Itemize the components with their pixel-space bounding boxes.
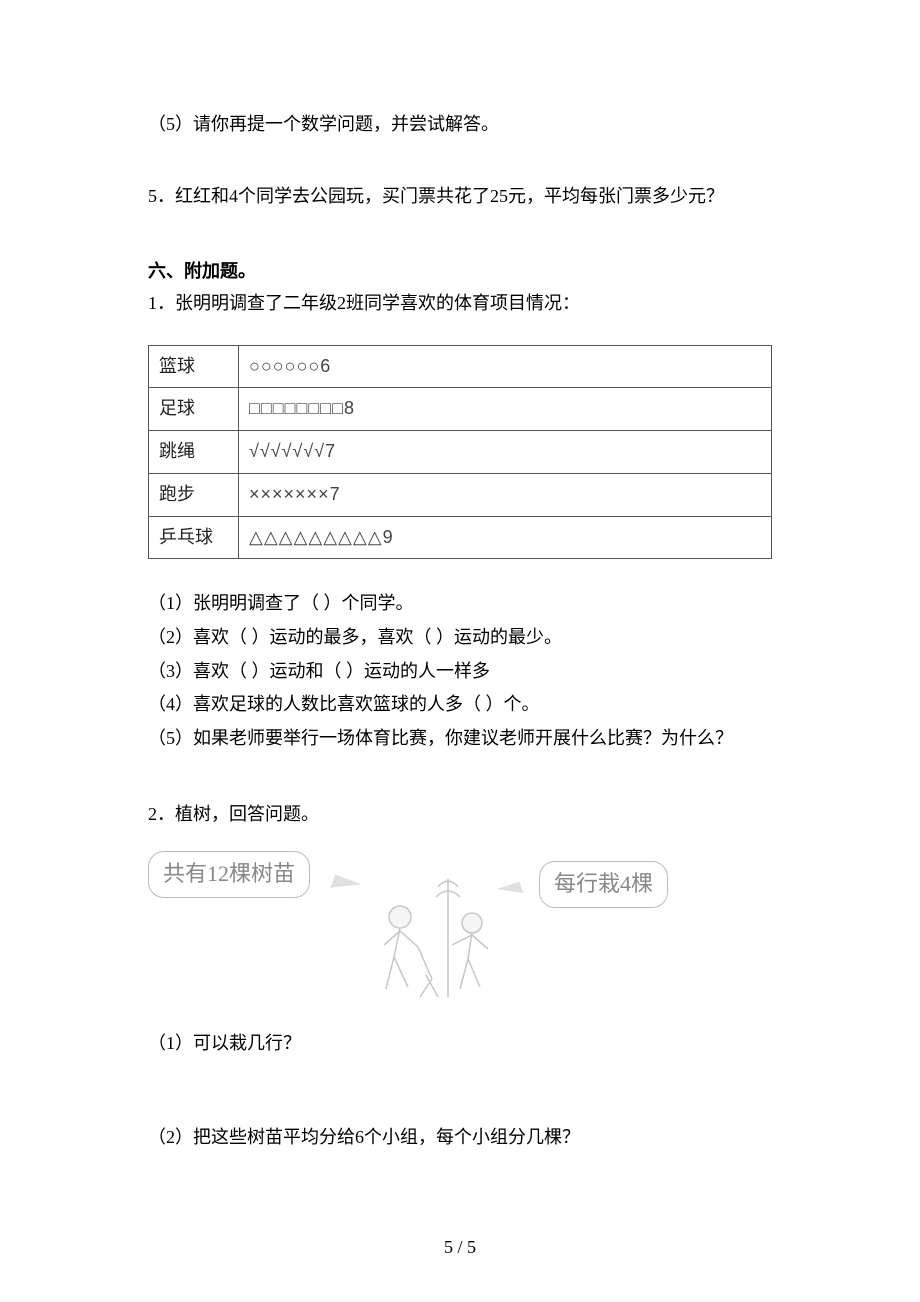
question-6-1-subquestions: （1）张明明调查了（ ）个同学。 （2）喜欢（ ）运动的最多，喜欢（ ）运动的最… (148, 589, 772, 753)
sport-label: 跑步 (149, 473, 239, 516)
subquestion: （3）喜欢（ ）运动和（ ）运动的人一样多 (148, 657, 772, 687)
table-row: 跳绳 √√√√√√√7 (149, 431, 772, 474)
page-content: （5）请你再提一个数学问题，并尝试解答。 5．红红和4个同学去公园玩，买门票共花… (0, 0, 920, 1302)
question-5-part-5: （5）请你再提一个数学问题，并尝试解答。 (148, 110, 772, 140)
sport-label: 跳绳 (149, 431, 239, 474)
table-row: 足球 □□□□□□□□8 (149, 388, 772, 431)
tally-marks: ×××××××7 (239, 473, 772, 516)
sports-tally-table: 篮球 ○○○○○○6 足球 □□□□□□□□8 跳绳 √√√√√√√7 跑步 ×… (148, 345, 772, 559)
subquestion: （2）喜欢（ ）运动的最多，喜欢（ ）运动的最少。 (148, 623, 772, 653)
subquestion: （5）如果老师要举行一场体育比赛，你建议老师开展什么比赛？为什么？ (148, 724, 772, 754)
question-6-2-heading: 2．植树，回答问题。 (148, 800, 772, 830)
page-footer: 5 / 5 (148, 1233, 772, 1263)
tally-marks: ○○○○○○6 (239, 345, 772, 388)
subquestion: （1）张明明调查了（ ）个同学。 (148, 589, 772, 619)
children-planting-icon (348, 879, 518, 1003)
speech-bubble-left: 共有12棵树苗 (148, 851, 310, 897)
tally-marks: □□□□□□□□8 (239, 388, 772, 431)
subquestion: （4）喜欢足球的人数比喜欢篮球的人多（ ）个。 (148, 690, 772, 720)
sport-label: 足球 (149, 388, 239, 431)
question-5: 5．红红和4个同学去公园玩，买门票共花了25元，平均每张门票多少元？ (148, 182, 772, 212)
table-row: 乒乓球 △△△△△△△△△9 (149, 516, 772, 559)
sport-label: 篮球 (149, 345, 239, 388)
question-6-2-part-2: （2）把这些树苗平均分给6个小组，每个小组分几棵？ (148, 1123, 772, 1153)
table-row: 篮球 ○○○○○○6 (149, 345, 772, 388)
planting-illustration: 共有12棵树苗 每行栽4棵 (148, 845, 668, 1005)
tally-marks: √√√√√√√7 (239, 431, 772, 474)
sport-label: 乒乓球 (149, 516, 239, 559)
speech-bubble-right: 每行栽4棵 (539, 861, 668, 907)
section-6-heading: 六、附加题。 (148, 257, 772, 287)
tally-marks: △△△△△△△△△9 (239, 516, 772, 559)
table-row: 跑步 ×××××××7 (149, 473, 772, 516)
question-6-1-heading: 1．张明明调查了二年级2班同学喜欢的体育项目情况： (148, 289, 772, 319)
question-6-2-part-1: （1）可以栽几行？ (148, 1029, 772, 1059)
